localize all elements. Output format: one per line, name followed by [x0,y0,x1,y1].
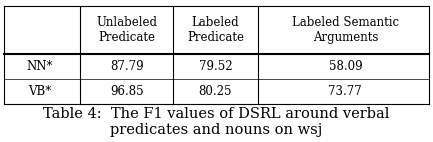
Text: 73.77: 73.77 [329,85,362,98]
Text: VB*: VB* [29,85,52,98]
Text: 96.85: 96.85 [110,85,143,98]
Text: Labeled Semantic
Arguments: Labeled Semantic Arguments [292,16,399,44]
Text: NN*: NN* [27,60,53,73]
Text: 79.52: 79.52 [199,60,232,73]
Text: Unlabeled
Predicate: Unlabeled Predicate [96,16,157,44]
Text: 58.09: 58.09 [329,60,362,73]
Text: Table 4:  The F1 values of DSRL around verbal
predicates and nouns on wsj: Table 4: The F1 values of DSRL around ve… [43,106,390,137]
Text: Labeled
Predicate: Labeled Predicate [187,16,244,44]
Text: 87.79: 87.79 [110,60,143,73]
Text: 80.25: 80.25 [199,85,232,98]
